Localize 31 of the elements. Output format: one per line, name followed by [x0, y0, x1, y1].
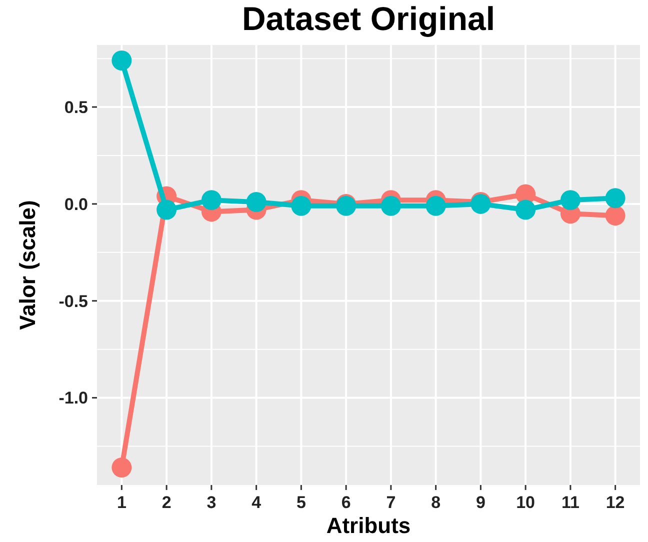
point: [246, 192, 266, 212]
x-tick-label: 1: [116, 493, 126, 512]
x-tick-label: 4: [252, 493, 262, 512]
x-tick-label: 3: [206, 493, 216, 512]
y-axis-title: Valor (scale): [15, 200, 40, 330]
x-tick-label: 7: [386, 493, 396, 512]
x-tick-label: 10: [516, 493, 536, 512]
point: [156, 200, 177, 220]
x-tick-label: 2: [162, 493, 172, 512]
point: [516, 200, 536, 220]
y-tick-label: 0.0: [64, 194, 88, 214]
x-tick-label: 8: [431, 493, 441, 512]
point: [291, 196, 312, 216]
point: [605, 188, 626, 208]
x-tick-label: 11: [561, 493, 580, 512]
y-tick-label: -0.5: [58, 292, 88, 311]
x-tick-label: 6: [341, 493, 351, 512]
point: [605, 206, 626, 226]
x-tick-label: 9: [476, 493, 486, 512]
chart-title: Dataset Original: [242, 0, 496, 37]
point: [112, 50, 132, 71]
x-tick-label: 5: [296, 493, 306, 512]
x-tick-label: 12: [606, 493, 625, 512]
point: [112, 458, 132, 478]
x-axis-title: Atributs: [326, 513, 411, 538]
point: [426, 196, 446, 216]
point: [560, 190, 580, 210]
y-tick-label: 0.5: [64, 98, 88, 117]
point: [201, 190, 222, 210]
y-tick-label: -1.0: [58, 388, 88, 408]
point: [380, 196, 401, 216]
